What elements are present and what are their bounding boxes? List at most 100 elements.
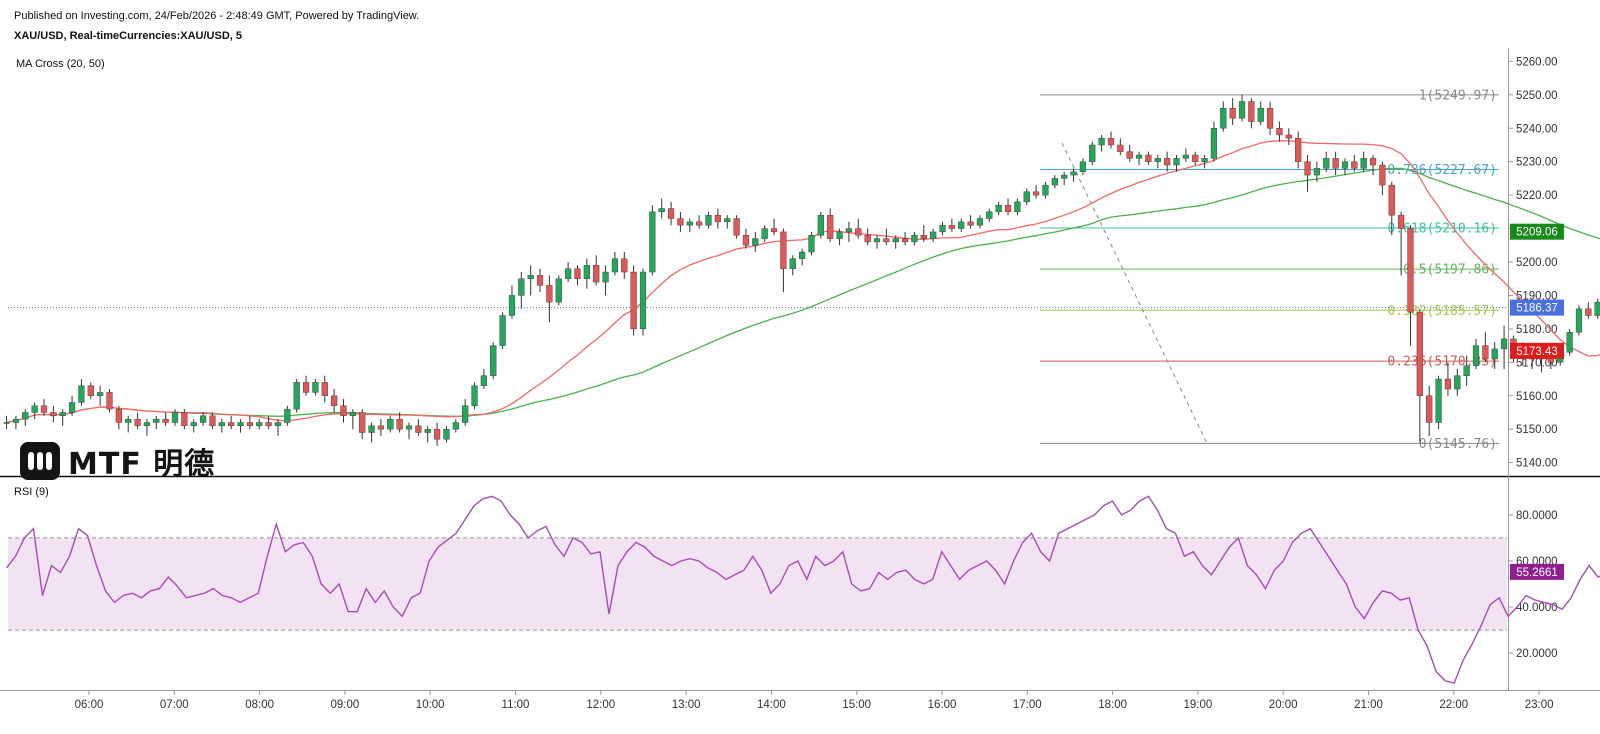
- candle-body: [1426, 395, 1433, 423]
- price-tick-label: 5160.00: [1516, 391, 1558, 403]
- candle-body: [40, 405, 48, 413]
- candle-body: [377, 425, 385, 430]
- candle-body: [602, 271, 609, 283]
- candle-body: [424, 428, 431, 433]
- candle-body: [1454, 375, 1461, 390]
- candle-body: [415, 425, 422, 433]
- candle-body: [1276, 128, 1283, 136]
- price-tick-label: 5220.00: [1516, 190, 1558, 202]
- candle-body: [153, 418, 160, 423]
- candle-body: [967, 221, 974, 226]
- candle-body: [12, 418, 20, 423]
- brand-logo: MTF 明德: [20, 442, 216, 482]
- candle-body: [864, 235, 871, 243]
- time-tick-label: 18:00: [1098, 699, 1127, 711]
- time-tick-label: 23:00: [1525, 699, 1554, 711]
- candle-body: [1135, 154, 1143, 159]
- price-axis-badge: [1510, 299, 1564, 316]
- price-axis-badge: [1510, 223, 1564, 240]
- fib-level-label: 0(5145.76): [1419, 437, 1497, 452]
- candle-body: [770, 228, 778, 233]
- candle-body: [218, 422, 225, 427]
- candle-body: [256, 422, 263, 427]
- candle-body: [1107, 138, 1115, 146]
- candle-body: [1351, 161, 1358, 169]
- candle-body: [237, 422, 244, 427]
- time-tick-label: 09:00: [331, 699, 360, 711]
- rsi-axis-badge: [1510, 563, 1564, 580]
- candle-body: [480, 375, 487, 386]
- candle-body: [87, 385, 94, 396]
- ma-cross-label[interactable]: MA Cross (20, 50): [16, 58, 105, 70]
- published-note: Published on Investing.com, 24/Feb/2026 …: [14, 10, 420, 22]
- logo-text: MTF 明德: [68, 447, 216, 482]
- candle-body: [97, 392, 104, 396]
- time-tick-label: 07:00: [160, 699, 189, 711]
- candle-body: [836, 231, 843, 239]
- time-tick-label: 21:00: [1354, 699, 1383, 711]
- candle-body: [1033, 191, 1040, 196]
- candle-body: [761, 228, 768, 239]
- candle-body: [920, 235, 927, 239]
- price-tick-label: 5140.00: [1516, 458, 1558, 470]
- candle-body: [780, 231, 787, 269]
- symbol-title: XAU/USD, Real-timeCurrencies:XAU/USD, 5: [14, 30, 243, 42]
- candle-body: [1304, 161, 1311, 176]
- candle-body: [930, 231, 937, 239]
- price-axis-badge-label: 5186.37: [1516, 303, 1558, 315]
- candle-body: [321, 382, 328, 396]
- candle-body: [340, 405, 347, 417]
- candle-body: [1061, 174, 1068, 179]
- candle-body: [714, 214, 721, 223]
- fib-level-label: 0.236(5170.35): [1387, 355, 1497, 370]
- candle-body: [939, 225, 946, 233]
- candle-body: [565, 268, 572, 279]
- candle-body: [1575, 308, 1583, 333]
- candle-body: [733, 218, 740, 236]
- candle-body: [799, 251, 806, 259]
- candle-body: [78, 385, 85, 403]
- time-tick-label: 13:00: [672, 699, 701, 711]
- candle-body: [1070, 171, 1077, 176]
- candle-body: [1173, 158, 1180, 166]
- candle-body: [1248, 101, 1255, 122]
- candle-body: [1023, 191, 1030, 203]
- price-axis-badge-label: 5209.06: [1516, 227, 1558, 239]
- candle-body: [667, 208, 675, 219]
- candle-body: [1313, 168, 1320, 176]
- candle-body: [948, 225, 955, 229]
- candle-body: [1379, 164, 1386, 186]
- candle-body: [742, 235, 750, 246]
- candle-body: [199, 415, 207, 423]
- candle-body: [593, 265, 600, 283]
- candle-body: [302, 382, 310, 393]
- candle-body: [452, 422, 459, 430]
- time-tick-label: 10:00: [416, 699, 445, 711]
- candle-body: [1098, 138, 1105, 146]
- candle-body: [1566, 332, 1573, 353]
- candle-body: [639, 271, 647, 330]
- price-tick-label: 5150.00: [1516, 424, 1558, 436]
- rsi-label[interactable]: RSI (9): [14, 486, 49, 498]
- time-tick-label: 06:00: [75, 699, 104, 711]
- time-tick-label: 15:00: [842, 699, 871, 711]
- price-axis-badge: [1510, 342, 1564, 359]
- candle-body: [1079, 161, 1087, 172]
- price-tick-label: 5170.00: [1516, 357, 1558, 369]
- time-tick-label: 14:00: [757, 699, 786, 711]
- candle-body: [817, 214, 824, 236]
- candle-body: [50, 412, 57, 417]
- fib-level-label: 1(5249.97): [1419, 88, 1497, 103]
- candle-body: [1295, 138, 1302, 162]
- candle-body: [1323, 158, 1330, 169]
- candle-body: [1585, 308, 1592, 316]
- candle-body: [1192, 154, 1199, 162]
- rsi-tick-label: 80.0000: [1516, 510, 1558, 522]
- candle-body: [190, 422, 197, 427]
- candle-body: [246, 422, 253, 427]
- candle-body: [1117, 144, 1124, 152]
- candle-body: [1407, 228, 1414, 313]
- candle-body: [892, 238, 899, 243]
